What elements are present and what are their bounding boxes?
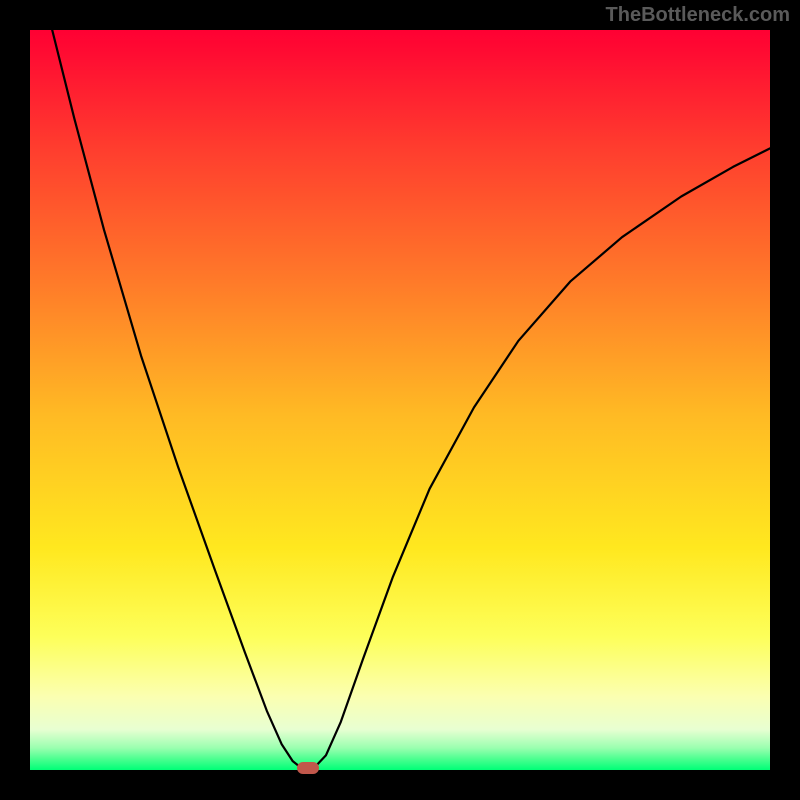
watermark-text: TheBottleneck.com — [606, 4, 790, 27]
optimum-marker — [297, 762, 319, 774]
chart-plot-area — [30, 30, 770, 770]
bottleneck-curve — [30, 30, 770, 770]
